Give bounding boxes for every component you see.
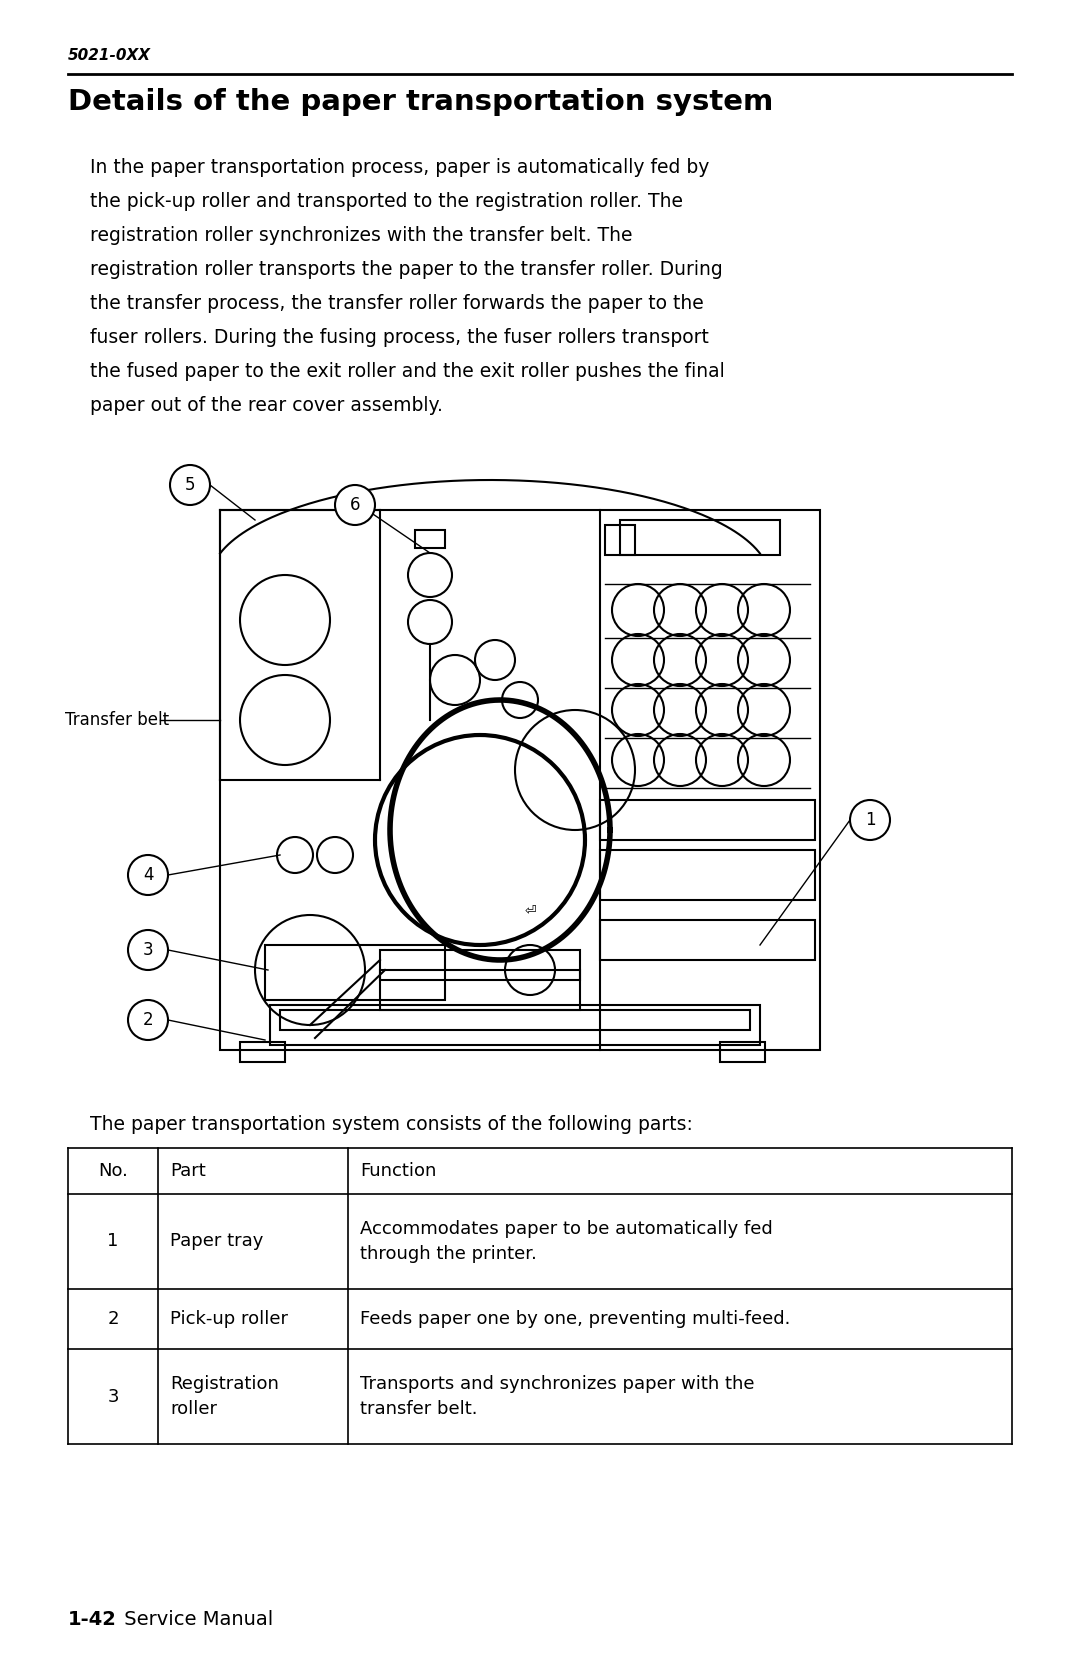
Text: Registration
roller: Registration roller	[170, 1375, 279, 1419]
Bar	[720, 1041, 765, 1061]
Text: the transfer process, the transfer roller forwards the paper to the: the transfer process, the transfer rolle…	[90, 294, 704, 314]
Bar	[600, 920, 815, 960]
Text: No.: No.	[98, 1162, 127, 1180]
Bar	[270, 1005, 760, 1045]
Text: Details of the paper transportation system: Details of the paper transportation syst…	[68, 88, 773, 117]
Circle shape	[129, 855, 168, 895]
Text: Function: Function	[360, 1162, 436, 1180]
Text: Feeds paper one by one, preventing multi-feed.: Feeds paper one by one, preventing multi…	[360, 1310, 791, 1329]
Text: Part: Part	[170, 1162, 206, 1180]
Text: In the paper transportation process, paper is automatically fed by: In the paper transportation process, pap…	[90, 159, 710, 177]
Text: Service Manual: Service Manual	[118, 1611, 273, 1629]
Text: the fused paper to the exit roller and the exit roller pushes the final: the fused paper to the exit roller and t…	[90, 362, 725, 381]
Text: registration roller transports the paper to the transfer roller. During: registration roller transports the paper…	[90, 260, 723, 279]
Bar	[600, 850, 815, 900]
Circle shape	[170, 466, 210, 506]
Bar	[380, 950, 580, 980]
Text: 1: 1	[865, 811, 875, 829]
Bar	[605, 526, 635, 556]
Circle shape	[129, 1000, 168, 1040]
Text: 2: 2	[143, 1011, 153, 1030]
Bar	[280, 1010, 750, 1030]
Circle shape	[335, 486, 375, 526]
Text: paper out of the rear cover assembly.: paper out of the rear cover assembly.	[90, 396, 443, 416]
Bar	[265, 945, 445, 1000]
Text: Transports and synchronizes paper with the
transfer belt.: Transports and synchronizes paper with t…	[360, 1375, 755, 1419]
Text: Pick-up roller: Pick-up roller	[170, 1310, 288, 1329]
Bar	[240, 1041, 285, 1061]
Text: registration roller synchronizes with the transfer belt. The: registration roller synchronizes with th…	[90, 225, 633, 245]
Text: fuser rollers. During the fusing process, the fuser rollers transport: fuser rollers. During the fusing process…	[90, 329, 708, 347]
Bar	[620, 521, 780, 556]
Text: The paper transportation system consists of the following parts:: The paper transportation system consists…	[90, 1115, 693, 1133]
Bar	[415, 531, 445, 547]
Circle shape	[129, 930, 168, 970]
Circle shape	[850, 799, 890, 840]
Text: 2: 2	[107, 1310, 119, 1329]
Text: 1-42: 1-42	[68, 1611, 117, 1629]
Text: the pick-up roller and transported to the registration roller. The: the pick-up roller and transported to th…	[90, 192, 683, 210]
Text: Paper tray: Paper tray	[170, 1232, 264, 1250]
Text: 5: 5	[185, 476, 195, 494]
Text: 3: 3	[107, 1387, 119, 1405]
Text: Accommodates paper to be automatically fed
through the printer.: Accommodates paper to be automatically f…	[360, 1220, 773, 1263]
Bar	[220, 511, 820, 1050]
Text: 5021-0XX: 5021-0XX	[68, 48, 151, 63]
Text: Transfer belt: Transfer belt	[65, 711, 170, 729]
Bar	[380, 970, 580, 1010]
Text: ⏎: ⏎	[524, 903, 536, 916]
Text: 3: 3	[143, 941, 153, 960]
Text: 4: 4	[143, 866, 153, 885]
Text: 6: 6	[350, 496, 361, 514]
Bar	[600, 799, 815, 840]
Text: 1: 1	[107, 1232, 119, 1250]
